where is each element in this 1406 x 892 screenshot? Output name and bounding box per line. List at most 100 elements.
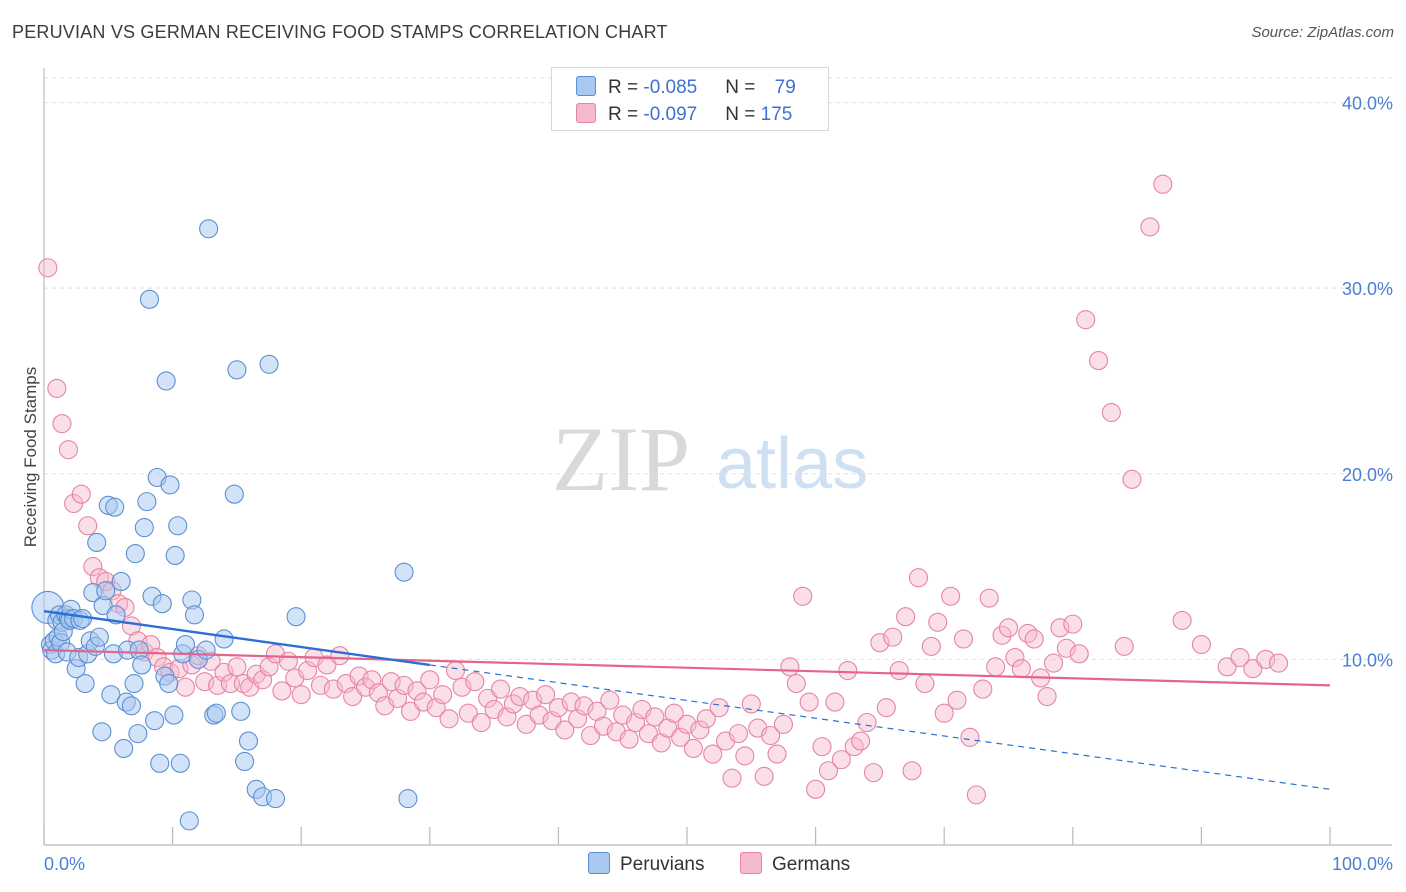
germans-point [767,744,787,764]
germans-point [1243,659,1263,679]
peruvians-point [75,673,95,694]
germans-point [1069,644,1089,664]
germans-point [992,625,1012,645]
germans-point [921,636,941,656]
germans-point [960,727,980,747]
peruvians-point [137,492,157,512]
germans-point [478,688,498,708]
germans-point [806,779,826,799]
germans-point [433,685,453,705]
peruvians-point [159,673,179,694]
germans-point [600,690,620,710]
germans-point [825,692,845,712]
germans-point [812,737,832,757]
peruvians-point [92,722,112,742]
germans-point [786,673,806,694]
germans-point [889,660,909,681]
germans-point [323,679,343,699]
germans-point [1024,629,1044,649]
germans-point [709,698,729,718]
germans-point [214,662,234,682]
germans-point [761,725,781,746]
germans-point [883,627,903,647]
x-tick-label-max: 100.0% [1332,854,1393,874]
germans-point [1005,647,1025,668]
germans-point [773,714,794,734]
germans-point [1011,659,1031,679]
peruvians-point [231,701,251,721]
trend-lines [43,609,1331,790]
germans-point [979,588,999,608]
germans-point [548,698,568,718]
peruvians-point [286,607,306,627]
peruvians-point [121,696,141,716]
germans-point [343,686,363,707]
germans-point [310,675,331,695]
germans-point [291,685,311,705]
germans-point [278,651,298,671]
y-tick-label: 10.0% [1342,650,1393,670]
bottom-legend-peruvians: Peruvians [588,852,705,876]
peruvians-point [134,518,154,538]
peruvians-point [168,516,188,536]
peruvians-point [89,627,109,647]
germans-point [1101,402,1121,423]
germans-points [38,174,1289,805]
peruvians-point [128,724,148,744]
germans-point [728,724,748,744]
legend-n-value: 175 [760,104,793,125]
germans-point [947,690,967,710]
legend-row-peruvians: R = -0.085 N = 79 [576,76,796,99]
germans-point [986,657,1006,677]
germans-point [1153,174,1173,194]
peruvians-point [105,497,125,517]
peruvians-point [398,789,418,809]
watermark: ZIP atlas [552,408,868,510]
germans-point [52,414,72,434]
germans-point [876,698,896,718]
peruvians-point [111,571,131,591]
germans-point [1140,217,1160,237]
germans-point [349,666,369,686]
peruvians-point [184,605,205,625]
germans-point [317,655,337,675]
legend-r-label: R = [608,77,644,98]
germans-point [1114,636,1134,656]
y-tick-label: 20.0% [1342,465,1393,485]
germans-point [998,618,1019,638]
germans-point [272,681,292,701]
peruvians-point [124,673,144,694]
germans-point [857,712,877,733]
peruvians-point [152,594,172,614]
germans-point [561,692,581,712]
peruvians-swatch [588,852,610,874]
germans-point [555,720,575,740]
peruvians-point [165,545,185,566]
germans-point [966,785,986,805]
germans-point [1056,638,1076,658]
germans-point [78,516,98,536]
germans-point [696,709,716,729]
germans-point [458,703,478,723]
peruvians-point [175,634,196,655]
chart-title: PERUVIAN VS GERMAN RECEIVING FOOD STAMPS… [12,22,668,42]
peruvians-point [114,738,134,759]
germans-point [677,714,697,734]
germans-point [690,720,710,740]
germans-point [574,696,594,716]
peruvians-point [224,484,244,504]
watermark-zip: ZIP [552,408,690,510]
axis-labels: Receiving Food Stamps [21,367,40,547]
germans-point [683,738,703,759]
germans-point [175,677,196,697]
germans-point [799,692,819,712]
peruvians-point [227,360,247,380]
germans-point [413,692,433,712]
germans-point [1172,610,1192,630]
peruvians-point [214,629,234,649]
germans-point [439,709,459,729]
germans-point [47,378,67,398]
germans-point [490,679,511,699]
germans-point [83,557,103,577]
germans-point [1088,351,1109,371]
